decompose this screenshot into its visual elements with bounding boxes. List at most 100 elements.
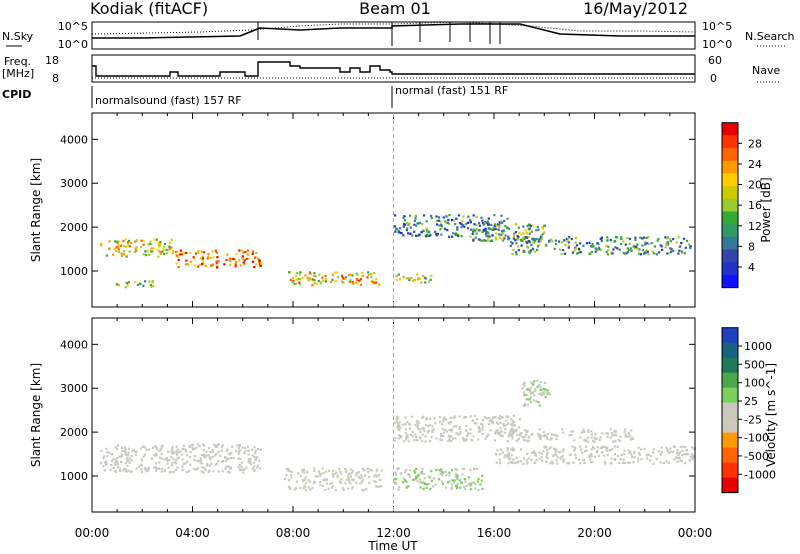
velocity-cell [579, 436, 582, 439]
velocity-cell [254, 449, 257, 452]
power-cell [677, 236, 680, 239]
velocity-cell [127, 459, 130, 462]
power-cell [407, 277, 410, 280]
velocity-cell [570, 433, 573, 436]
velocity-cell [499, 421, 502, 424]
velocity-cell [116, 463, 119, 466]
velocity-cell [481, 474, 484, 477]
velocity-cell [596, 446, 599, 449]
velocity-cell [526, 429, 529, 433]
velocity-cell [553, 447, 556, 450]
velocity-cell [530, 451, 533, 454]
velocity-cell [442, 420, 445, 423]
velocity-cell [534, 389, 537, 393]
velocity-cell [418, 428, 421, 431]
velocity-cell [590, 436, 593, 439]
velocity-cell [660, 446, 663, 449]
power-cell [253, 256, 257, 259]
power-cell [452, 219, 455, 222]
power-cell [440, 223, 443, 226]
power-cell [435, 234, 438, 237]
power-cell [366, 276, 369, 279]
velocity-cell [467, 483, 470, 486]
velocity-cell [408, 427, 411, 430]
velocity-cell [538, 404, 541, 407]
power-cell [525, 232, 528, 235]
nsky-label: N.Sky [2, 30, 34, 43]
velocity-cell [611, 434, 614, 437]
velocity-cell [319, 474, 322, 477]
velocity-cell [447, 434, 450, 437]
velocity-cell [562, 448, 565, 451]
power-cell [646, 250, 649, 253]
velocity-cell [346, 478, 349, 481]
velocity-cell [530, 386, 533, 389]
power-cell [217, 260, 220, 263]
velocity-cell [666, 449, 669, 452]
velocity-cell [251, 454, 254, 457]
power-cell [372, 282, 376, 285]
velocity-cell [313, 469, 316, 472]
x-tick-label: 12:00 [376, 526, 411, 540]
velocity-cell [583, 438, 586, 441]
power-cell [134, 240, 137, 243]
velocity-cell [485, 417, 488, 420]
velocity-cell [170, 464, 174, 467]
power-cell [215, 260, 218, 263]
velocity-cell [404, 432, 407, 435]
velocity-cell [319, 480, 322, 483]
velocity-cell [679, 459, 682, 462]
velocity-cell [208, 446, 211, 450]
velocity-cell [505, 415, 508, 418]
velocity-cell [202, 448, 205, 452]
power-cell [493, 214, 496, 217]
power-region [99, 238, 175, 258]
velocity-cell [432, 428, 435, 431]
power-cell [506, 227, 509, 230]
velocity-cell [537, 401, 540, 404]
velocity-cell [590, 452, 593, 456]
velocity-cell [497, 422, 500, 425]
velocity-cell [120, 461, 123, 464]
velocity-cell [108, 451, 111, 455]
velocity-cell [476, 480, 479, 483]
power-cell [497, 228, 500, 231]
velocity-cell [553, 453, 556, 456]
velocity-cell [411, 435, 414, 438]
y-tick-label: 3000 [60, 382, 88, 395]
velocity-cell [380, 469, 383, 472]
power-cell [550, 238, 553, 241]
power-cell [351, 274, 354, 277]
velocity-cell [669, 450, 673, 453]
velocity-cell [168, 459, 171, 462]
velocity-cell [610, 448, 614, 451]
power-cell [214, 249, 217, 252]
power-cell [560, 241, 563, 244]
velocity-cell [140, 459, 143, 462]
velocity-cell [676, 452, 679, 455]
power-cell [675, 241, 678, 244]
power-cell [531, 224, 534, 227]
power-cell [292, 279, 295, 282]
velocity-cell [682, 445, 685, 448]
velocity-cell [413, 478, 416, 481]
velocity-cell [509, 432, 512, 436]
power-cell [587, 252, 591, 255]
velocity-cell [431, 430, 434, 433]
power-cell [361, 274, 364, 278]
power-cell [207, 253, 210, 256]
velocity-cell [551, 433, 554, 436]
power-cell [564, 244, 567, 247]
velocity-cell [500, 430, 503, 433]
velocity-cell [496, 449, 499, 452]
velocity-cell [362, 479, 365, 482]
velocity-cell [648, 459, 651, 462]
power-cell [144, 250, 147, 253]
colorbar-segment [722, 432, 738, 449]
velocity-cell [231, 445, 234, 448]
velocity-cell [293, 488, 296, 491]
velocity-cell [533, 380, 536, 383]
velocity-cell [451, 437, 455, 440]
colorbar-label: -500 [744, 450, 769, 463]
velocity-cell [456, 476, 459, 479]
